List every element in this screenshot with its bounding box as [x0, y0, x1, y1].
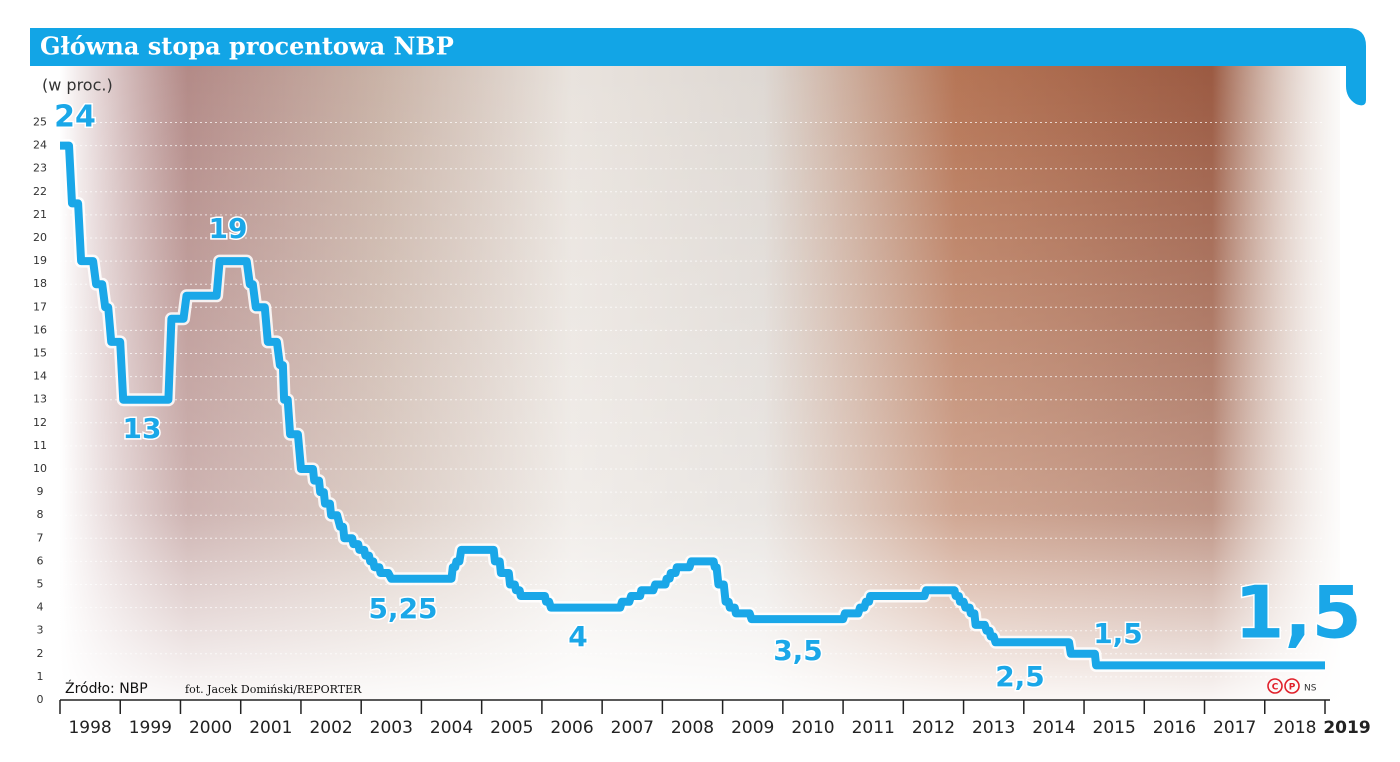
y-tick-label: 14	[33, 370, 47, 383]
x-tick-label: 2018	[1273, 718, 1316, 738]
y-axis-label: (w proc.)	[42, 76, 113, 95]
x-tick-label: 2017	[1213, 718, 1256, 738]
y-tick-label: 20	[33, 231, 47, 244]
annotation: 13	[123, 412, 162, 445]
y-tick-label: 4	[37, 601, 44, 614]
y-tick-label: 19	[33, 254, 47, 267]
y-tick-label: 17	[33, 300, 47, 313]
x-tick-label: 2012	[912, 718, 955, 738]
annotation: 5,25	[368, 592, 437, 625]
x-tick-label: 1998	[68, 718, 111, 738]
annotation: 2,5	[995, 660, 1045, 693]
y-tick-label: 18	[33, 277, 47, 290]
y-tick-label: 8	[37, 508, 44, 521]
x-tick-label: 2008	[671, 718, 714, 738]
x-tick-label: 2000	[189, 718, 232, 738]
x-tick-label: 2011	[852, 718, 895, 738]
y-tick-label: 24	[33, 139, 47, 152]
x-tick-label: 2016	[1153, 718, 1196, 738]
y-tick-label: 10	[33, 462, 47, 475]
y-tick-label: 15	[33, 347, 47, 360]
copyright-mark: C	[1272, 683, 1279, 693]
copyright-icon	[1267, 678, 1283, 694]
chart-title: Główna stopa procentowa NBP	[40, 32, 454, 61]
photo-fade	[60, 66, 1340, 700]
line	[60, 141, 1325, 670]
x-tick-label: 2015	[1093, 718, 1136, 738]
y-tick-label: 0	[37, 693, 44, 706]
y-tick-label: 6	[37, 554, 44, 567]
source: Źródło: NBP	[65, 679, 148, 697]
annotation: 3,5	[773, 634, 823, 667]
y-tick-label: 12	[33, 416, 47, 429]
x-tick-label: 2003	[370, 718, 413, 738]
annotation: 19	[209, 212, 248, 245]
y-tick-label: 11	[33, 439, 47, 452]
x-tick-label: 2006	[550, 718, 593, 738]
annotation: 1,5	[1234, 571, 1362, 655]
y-tick-label: 13	[33, 393, 47, 406]
x-tick-label: 2013	[972, 718, 1015, 738]
annotation: 24	[54, 100, 96, 135]
annotation: 4	[568, 620, 587, 653]
y-tick-label: 23	[33, 162, 47, 175]
x-tick-label: 2004	[430, 718, 473, 738]
y-tick-label: 7	[37, 531, 44, 544]
x-tick-label: 2001	[249, 718, 292, 738]
annotation: 1,5	[1093, 617, 1143, 650]
y-tick-label: 5	[37, 578, 44, 591]
y-tick-label: 3	[37, 624, 44, 637]
copyright-icon	[1284, 678, 1300, 694]
x-tick-label: 2019	[1323, 718, 1370, 738]
y-tick-label: 1	[37, 670, 44, 683]
x-tick-label: 2005	[490, 718, 533, 738]
y-tick-label: 9	[37, 485, 44, 498]
y-tick-label: 2	[37, 647, 44, 660]
x-tick-label: 1999	[129, 718, 172, 738]
y-tick-label: 22	[33, 185, 47, 198]
x-tick-label: 2007	[611, 718, 654, 738]
x-tick-label: 2010	[791, 718, 834, 738]
y-tick-label: 25	[33, 116, 47, 129]
author: NS	[1304, 684, 1317, 694]
x-tick-label: 2014	[1032, 718, 1075, 738]
photo-credit: fot. Jacek Domiński/REPORTER	[185, 683, 362, 696]
y-tick-label: 16	[33, 323, 47, 336]
copyright-mark: P	[1289, 683, 1296, 693]
x-tick-label: 2002	[309, 718, 352, 738]
y-tick-label: 21	[33, 208, 47, 221]
title-bar	[30, 28, 1366, 106]
x-tick-label: 2009	[731, 718, 774, 738]
